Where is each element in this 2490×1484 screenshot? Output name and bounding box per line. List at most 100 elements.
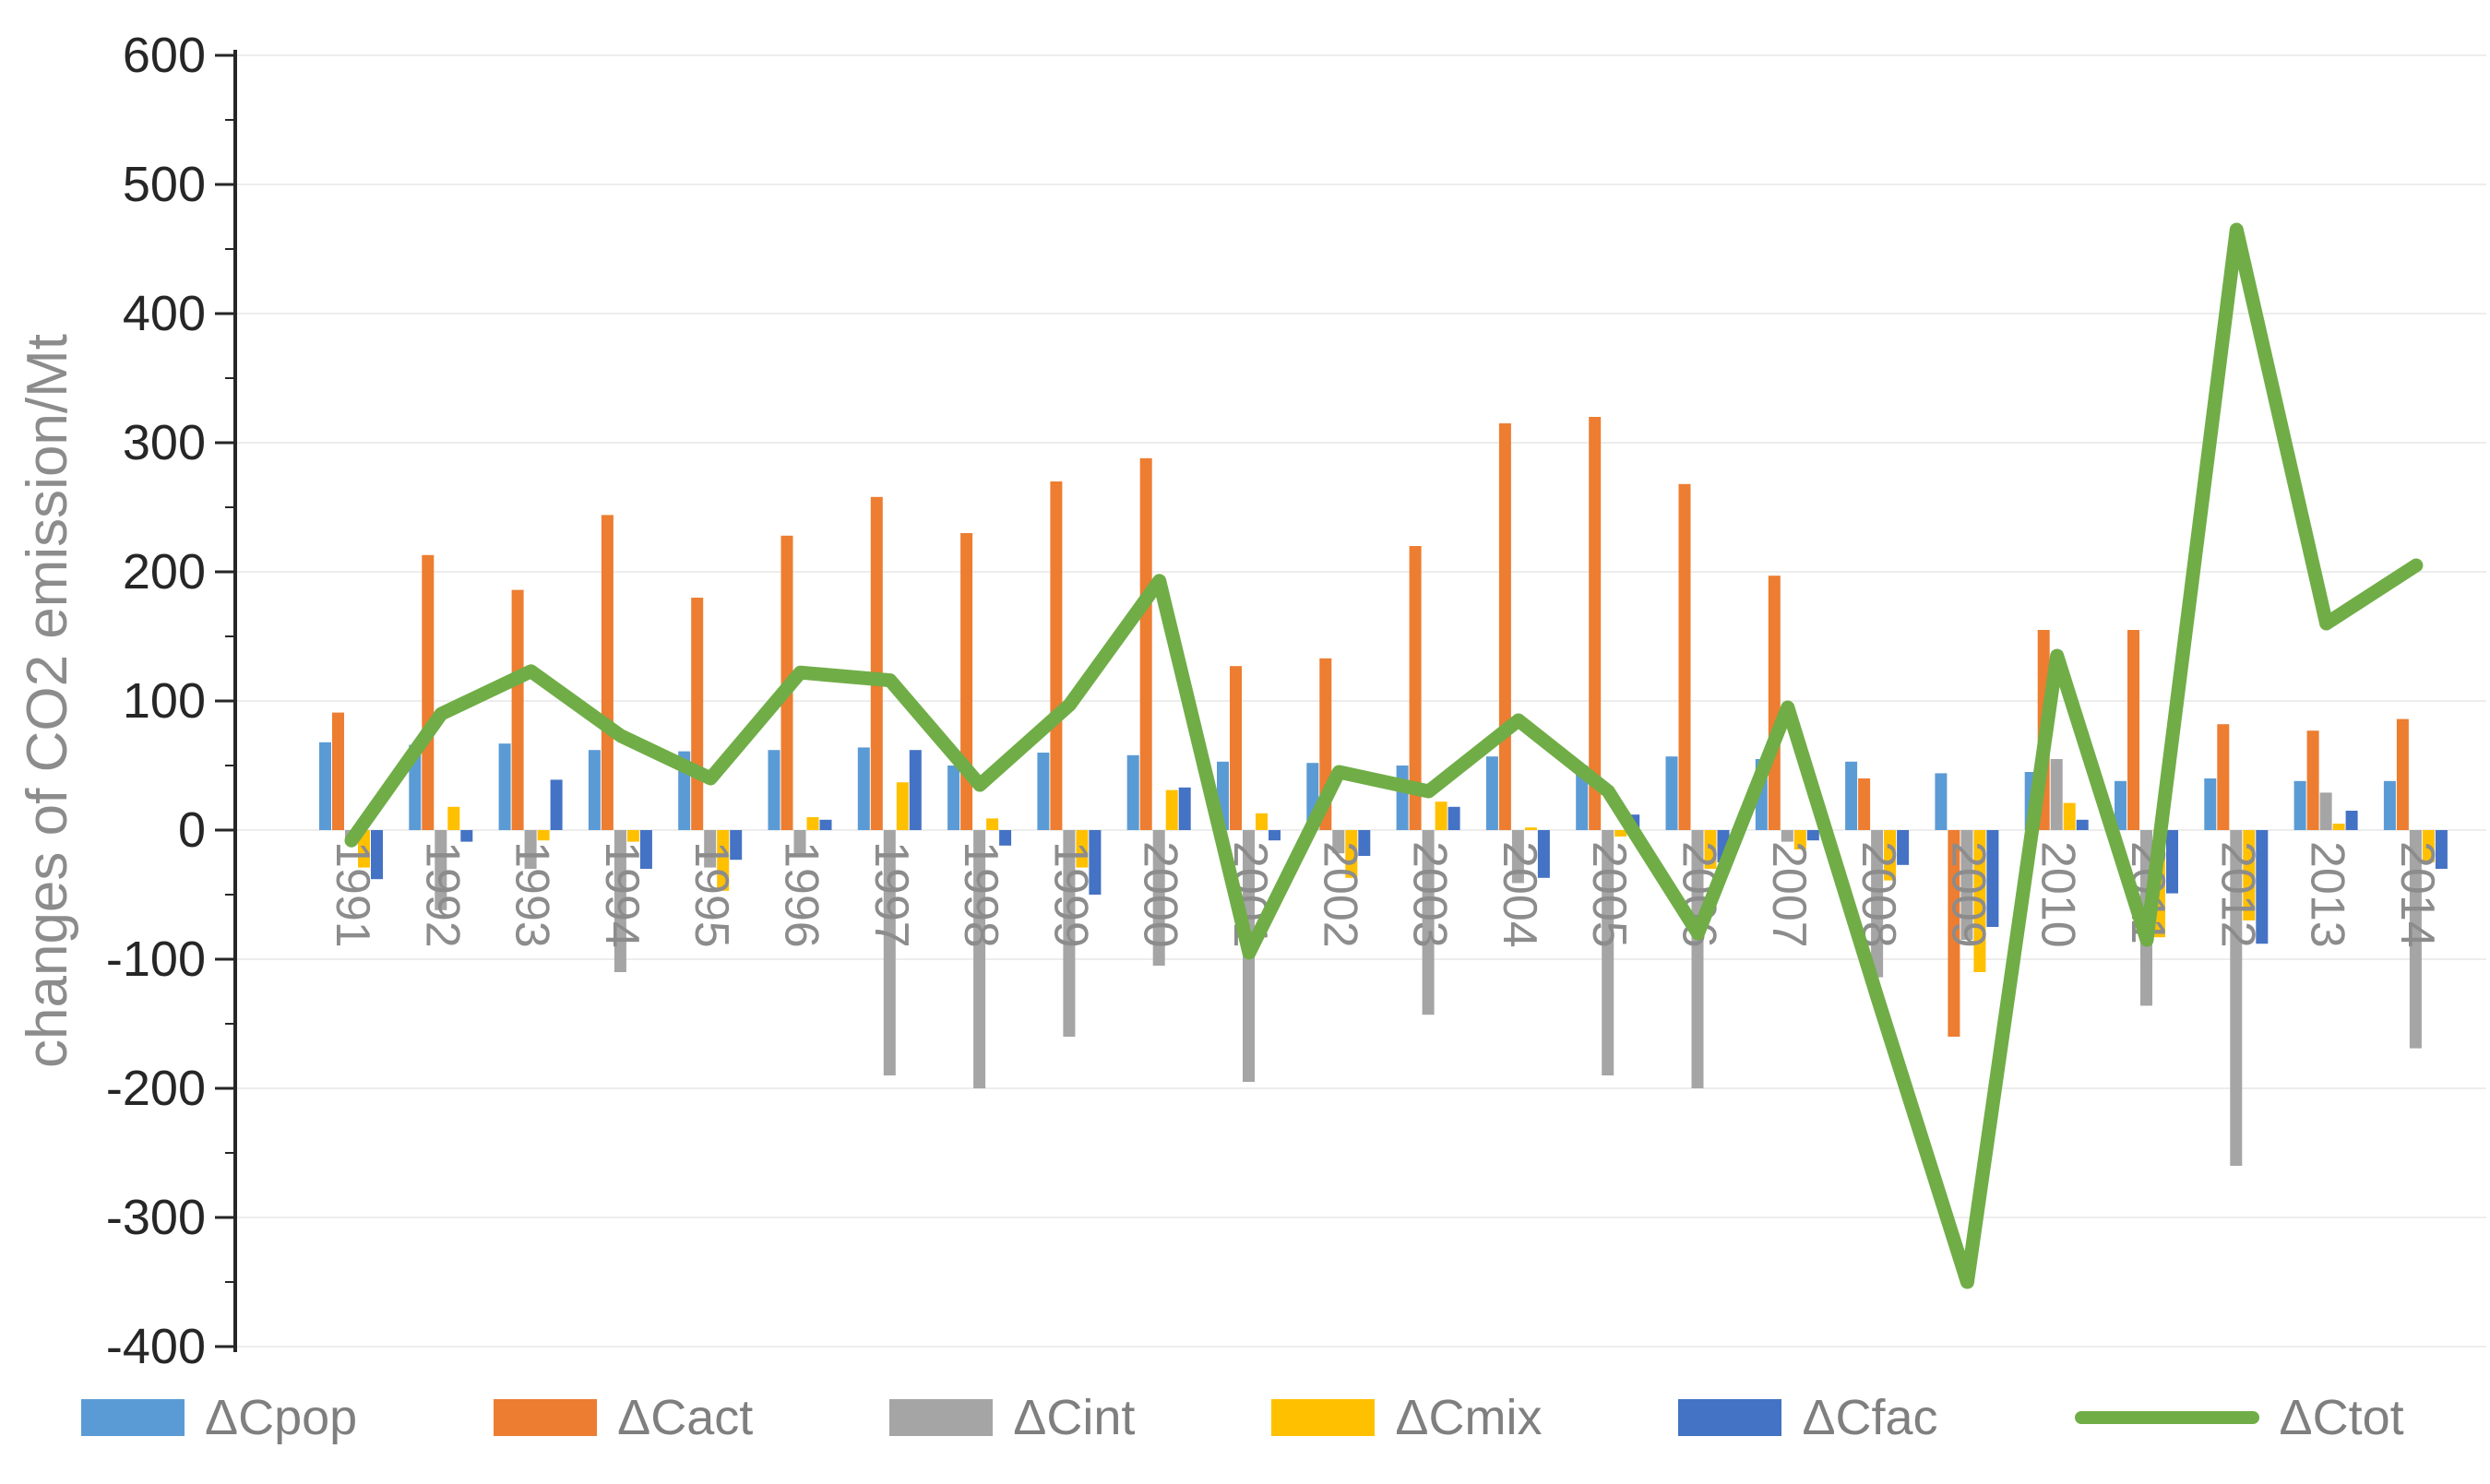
- bar-ΔCfac-1997: [909, 750, 922, 830]
- bar-ΔCint-2003: [1422, 830, 1435, 1015]
- bar-ΔCmix-1999: [1076, 830, 1089, 868]
- bar-ΔCpop-1999: [1037, 753, 1050, 830]
- bar-ΔCint-2010: [2050, 759, 2063, 830]
- bar-ΔCmix-1998: [986, 818, 999, 830]
- y-axis-tick-label: 300: [123, 415, 206, 470]
- bar-ΔCfac-2014: [2435, 830, 2448, 869]
- bar-ΔCmix-2008: [1884, 830, 1897, 881]
- bar-ΔCpop-2008: [1845, 761, 1858, 830]
- bar-ΔCint-2012: [2230, 830, 2243, 1166]
- bar-ΔCmix-1994: [626, 830, 639, 842]
- bar-ΔCact-2012: [2217, 724, 2230, 830]
- bar-ΔCmix-1993: [537, 830, 550, 841]
- bar-ΔCfac-2007: [1806, 830, 1819, 841]
- y-axis-tick-label: -100: [106, 932, 206, 987]
- x-axis-year-label: 2002: [1313, 841, 1366, 948]
- bar-ΔCmix-2006: [1704, 830, 1717, 869]
- x-axis-year-label: 1994: [595, 841, 649, 948]
- bar-ΔCfac-2010: [2076, 819, 2089, 830]
- x-axis-year-label: 1998: [954, 841, 1007, 948]
- x-axis-year-label: 2000: [1134, 841, 1187, 948]
- y-axis-tick-label: 400: [123, 286, 206, 341]
- bar-ΔCmix-1997: [896, 782, 909, 830]
- x-axis-year-label: 1991: [326, 841, 379, 948]
- bar-ΔCact-1999: [1050, 481, 1063, 830]
- bar-ΔCact-1998: [960, 533, 973, 830]
- legend-item-ΔCact: ΔCact: [494, 1389, 753, 1446]
- y-axis-title: changes of CO2 emission/Mt: [16, 334, 79, 1068]
- legend-color-swatch: [494, 1399, 598, 1436]
- bar-ΔCmix-2007: [1793, 830, 1806, 849]
- bar-ΔCact-1997: [870, 496, 883, 830]
- bar-ΔCfac-2003: [1448, 806, 1460, 830]
- x-axis-year-label: 2005: [1582, 841, 1636, 948]
- bar-ΔCfac-2008: [1897, 830, 1910, 865]
- y-axis-tick-label: 200: [123, 544, 206, 600]
- legend-color-swatch: [889, 1399, 994, 1436]
- bar-ΔCpop-2003: [1396, 766, 1409, 830]
- x-axis-year-label: 2012: [2210, 841, 2264, 948]
- y-axis-tick-label: -400: [106, 1319, 206, 1374]
- x-axis-year-label: 2003: [1403, 841, 1457, 948]
- legend-label: ΔCfac: [1802, 1390, 1938, 1445]
- bar-ΔCint-1992: [435, 830, 447, 910]
- bar-ΔCfac-2001: [1269, 830, 1281, 841]
- legend-item-ΔCpop: ΔCpop: [81, 1389, 357, 1446]
- bar-ΔCint-2014: [2409, 830, 2422, 1049]
- bar-ΔCact-1991: [332, 712, 344, 830]
- bar-ΔCact-2008: [1858, 778, 1871, 830]
- bar-ΔCmix-2004: [1524, 827, 1537, 830]
- bar-ΔCpop-2009: [1935, 773, 1948, 830]
- bar-ΔCmix-2013: [2332, 824, 2345, 830]
- legend-color-swatch: [1678, 1399, 1782, 1436]
- bar-ΔCint-2002: [1332, 830, 1345, 854]
- bar-ΔCmix-2010: [2063, 802, 2076, 830]
- bar-ΔCpop-1996: [768, 750, 780, 830]
- x-axis-year-label: 2009: [1941, 841, 1995, 948]
- y-axis-tick-label: -200: [106, 1061, 206, 1116]
- y-axis-tick-label: 600: [123, 28, 206, 83]
- bar-ΔCint-2008: [1871, 830, 1884, 978]
- bar-ΔCint-1994: [614, 830, 626, 972]
- legend-color-swatch: [81, 1399, 185, 1436]
- bar-ΔCfac-1999: [1089, 830, 1102, 895]
- bar-ΔCmix-2001: [1256, 813, 1268, 830]
- bar-ΔCpop-1991: [319, 742, 331, 830]
- bar-ΔCpop-2000: [1126, 754, 1139, 830]
- bar-ΔCmix-2012: [2243, 830, 2256, 920]
- bar-ΔCact-1994: [601, 515, 614, 830]
- bar-ΔCint-2006: [1691, 830, 1704, 1088]
- legend-label: ΔCact: [617, 1390, 754, 1445]
- bar-ΔCfac-1991: [371, 830, 383, 880]
- bar-ΔCpop-1997: [857, 747, 870, 830]
- bar-ΔCpop-1998: [947, 766, 960, 830]
- bar-ΔCact-2011: [2127, 630, 2139, 830]
- legend-label: ΔCpop: [205, 1390, 358, 1445]
- x-axis-year-label: 2007: [1762, 841, 1816, 948]
- bar-ΔCact-1992: [422, 554, 435, 830]
- bar-ΔCpop-2006: [1665, 756, 1678, 830]
- legend-item-ΔCint: ΔCint: [889, 1389, 1135, 1446]
- x-axis-year-label: 1997: [864, 841, 918, 948]
- legend-label: ΔCmix: [1395, 1390, 1543, 1445]
- bar-ΔCint-1997: [883, 830, 896, 1075]
- bar-ΔCmix-1995: [717, 830, 730, 891]
- bar-ΔCfac-1995: [730, 830, 743, 861]
- bar-ΔCmix-2014: [2422, 830, 2435, 862]
- bar-ΔCfac-1992: [460, 830, 473, 842]
- bar-ΔCact-2013: [2306, 730, 2319, 830]
- bar-ΔCact-2009: [1948, 830, 1960, 1037]
- bar-ΔCpop-1994: [588, 750, 601, 830]
- bar-ΔCint-1993: [524, 830, 537, 869]
- x-axis-year-label: 1993: [506, 841, 559, 948]
- bar-ΔCint-2009: [1960, 830, 1973, 940]
- bar-ΔCint-1995: [704, 830, 717, 868]
- y-axis-tick-label: -300: [106, 1190, 206, 1245]
- legend-item-ΔCfac: ΔCfac: [1678, 1389, 1938, 1446]
- bar-ΔCact-2006: [1678, 483, 1691, 830]
- bar-ΔCmix-2002: [1345, 830, 1358, 878]
- bar-ΔCact-2004: [1498, 423, 1511, 830]
- legend-label: ΔCtot: [2279, 1390, 2404, 1445]
- bar-ΔCpop-1993: [498, 743, 511, 830]
